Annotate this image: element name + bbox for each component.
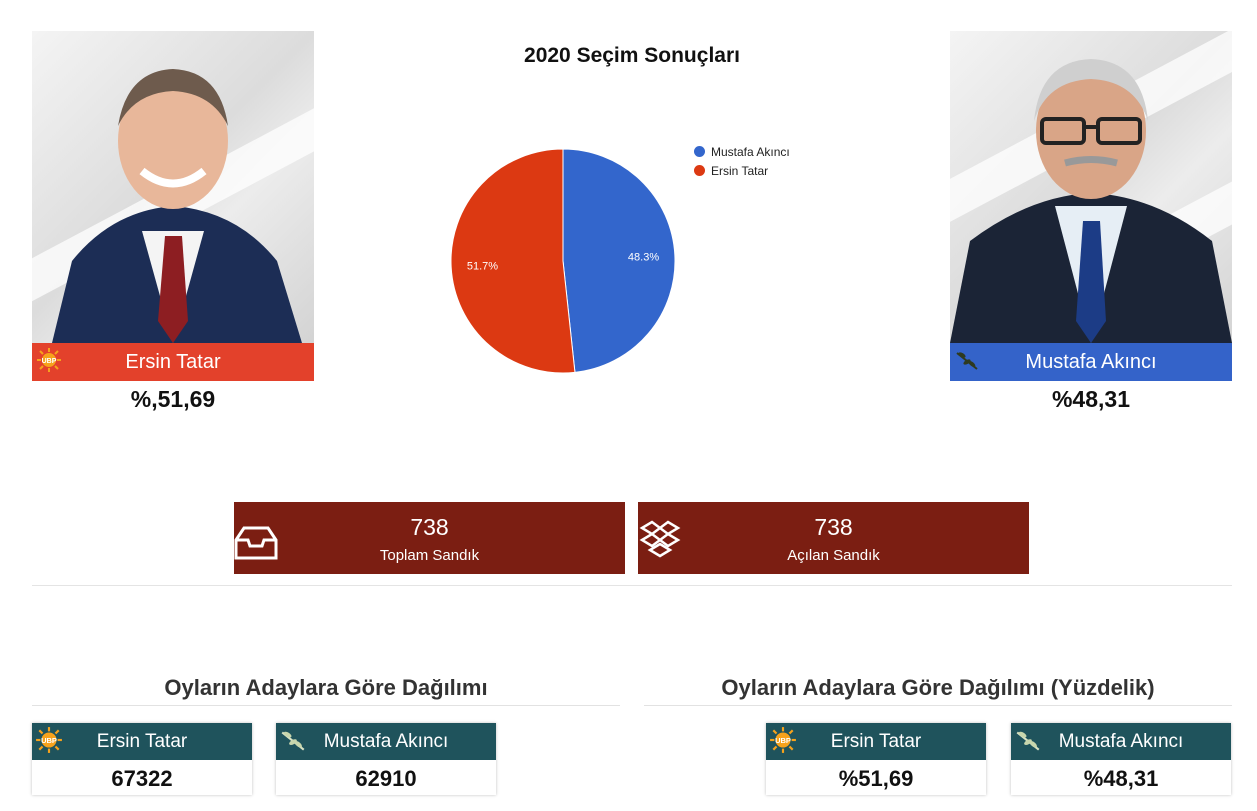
divider	[32, 705, 620, 706]
legend-swatch	[694, 165, 705, 176]
candidate-name-bar: UBP Ersin Tatar	[32, 343, 314, 381]
chart-title: 2020 Seçim Sonuçları	[524, 44, 740, 67]
svg-text:UBP: UBP	[41, 736, 57, 745]
pie-chart: 48.3% 51.7%	[450, 148, 676, 374]
pie-slice-mustafa-akinci[interactable]	[562, 148, 676, 373]
votes-section-title: Oyların Adaylara Göre Dağılımı	[164, 675, 488, 700]
legend-swatch	[694, 146, 705, 157]
open-box-icon	[639, 520, 681, 558]
mini-card-header: Mustafa Akıncı	[1011, 723, 1231, 760]
candidate-photo	[950, 31, 1232, 381]
ubp-sun-icon: UBP	[770, 727, 796, 753]
chart-legend: Mustafa Akıncı Ersin Tatar	[694, 142, 790, 180]
candidate-name-bar: Mustafa Akıncı	[950, 343, 1232, 381]
divider	[644, 705, 1232, 706]
olive-branch-icon	[1016, 731, 1040, 751]
vote-percent: %51,69	[838, 766, 914, 791]
pie-data-label: 48.3%	[628, 252, 659, 264]
legend-label: Mustafa Akıncı	[711, 144, 790, 159]
portrait-ersin-tatar	[52, 69, 302, 343]
candidate-name: Ersin Tatar	[125, 350, 221, 373]
candidate-percent-mustafa-akinci: %48,31	[1051, 386, 1130, 412]
legend-item[interactable]: Ersin Tatar	[694, 161, 790, 180]
candidate-card-mustafa-akinci: Mustafa Akıncı	[950, 31, 1232, 381]
stat-label: Toplam Sandık	[379, 547, 480, 564]
ballot-box-icon	[234, 526, 278, 560]
candidate-name: Ersin Tatar	[830, 730, 922, 752]
olive-branch-icon	[281, 731, 305, 751]
candidate-card-ersin-tatar: UBP Ersin Tatar	[32, 31, 314, 381]
percent-card-ersin-tatar: UBP Ersin Tatar %51,69	[766, 723, 986, 795]
candidate-name: Mustafa Akıncı	[1025, 350, 1157, 373]
portrait-mustafa-akinci	[950, 59, 1232, 343]
candidate-percent-ersin-tatar: %,51,69	[130, 386, 216, 412]
vote-count: 62910	[355, 766, 417, 791]
stat-opened-ballot-boxes: 738 Açılan Sandık	[638, 502, 1029, 574]
svg-text:UBP: UBP	[775, 736, 791, 745]
mini-card-header: UBP Ersin Tatar	[32, 723, 252, 760]
stat-label: Açılan Sandık	[787, 547, 880, 564]
divider	[32, 585, 1232, 586]
mini-card-header: Mustafa Akıncı	[276, 723, 496, 760]
percent-section-title: Oyların Adaylara Göre Dağılımı (Yüzdelik…	[721, 675, 1155, 700]
legend-label: Ersin Tatar	[711, 163, 769, 178]
candidate-name: Mustafa Akıncı	[1058, 730, 1184, 752]
mini-card-header: UBP Ersin Tatar	[766, 723, 986, 760]
candidate-photo	[32, 31, 314, 381]
legend-item[interactable]: Mustafa Akıncı	[694, 142, 790, 161]
votes-card-mustafa-akinci: Mustafa Akıncı 62910	[276, 723, 496, 795]
ubp-sun-icon: UBP	[37, 348, 61, 372]
ubp-sun-icon: UBP	[36, 727, 62, 753]
pie-data-label: 51.7%	[467, 260, 498, 272]
candidate-name: Mustafa Akıncı	[323, 730, 449, 752]
vote-percent: %48,31	[1083, 766, 1159, 791]
stat-total-ballot-boxes: 738 Toplam Sandık	[234, 502, 625, 574]
svg-text:UBP: UBP	[42, 358, 57, 365]
stat-value: 738	[410, 514, 449, 540]
olive-branch-icon	[956, 352, 978, 370]
vote-count: 67322	[111, 766, 173, 791]
pie-slice-ersin-tatar[interactable]	[450, 148, 576, 374]
stat-value: 738	[814, 514, 853, 540]
candidate-name: Ersin Tatar	[96, 730, 188, 752]
votes-card-ersin-tatar: UBP Ersin Tatar 67322	[32, 723, 252, 795]
percent-card-mustafa-akinci: Mustafa Akıncı %48,31	[1011, 723, 1231, 795]
